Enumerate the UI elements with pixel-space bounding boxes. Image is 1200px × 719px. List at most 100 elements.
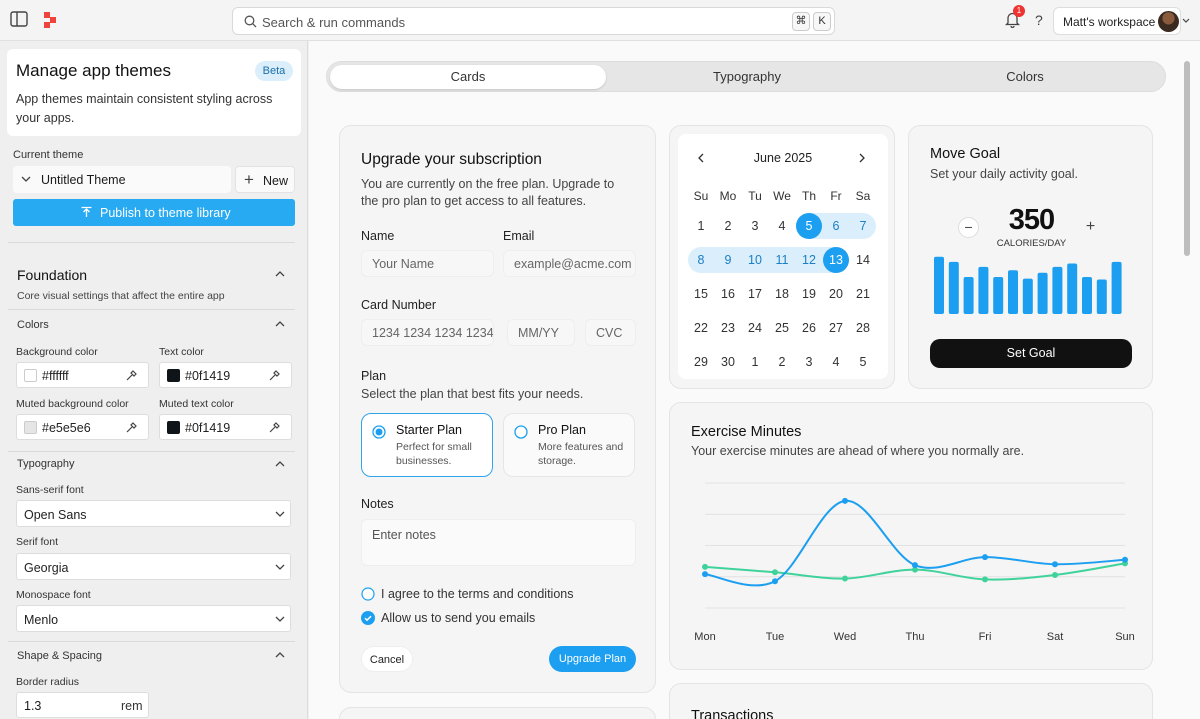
calendar-day[interactable]: 12 bbox=[802, 253, 816, 267]
email-input[interactable]: example@acme.com bbox=[503, 250, 636, 277]
calendar-month: June 2025 bbox=[753, 151, 813, 165]
data-point[interactable] bbox=[1122, 556, 1128, 563]
increase-goal-button[interactable]: + bbox=[1085, 218, 1096, 235]
calendar-day[interactable]: 4 bbox=[778, 219, 786, 233]
starter-plan-option[interactable]: Starter Plan Perfect for small businesse… bbox=[361, 413, 493, 477]
card-number-input[interactable]: 1234 1234 1234 1234 bbox=[361, 319, 494, 346]
calendar-day[interactable]: 20 bbox=[829, 287, 843, 301]
command-search-input[interactable]: Search & run commands ⌘ K bbox=[232, 7, 835, 35]
calendar-day[interactable]: 5 bbox=[796, 213, 822, 239]
eyedropper-icon[interactable] bbox=[125, 369, 138, 382]
calendar-day[interactable]: 29 bbox=[694, 355, 708, 369]
calendar-day[interactable]: 7 bbox=[859, 219, 867, 233]
background-color-input[interactable]: #ffffff bbox=[16, 362, 149, 388]
cvc-input[interactable]: CVC bbox=[585, 319, 636, 346]
publish-theme-button[interactable]: Publish to theme library bbox=[13, 199, 295, 226]
data-point[interactable] bbox=[982, 576, 988, 583]
data-point[interactable] bbox=[842, 497, 848, 504]
collapse-foundation-icon[interactable] bbox=[275, 271, 285, 277]
calendar-day[interactable]: 1 bbox=[751, 355, 759, 369]
eyedropper-icon[interactable] bbox=[125, 421, 138, 434]
notes-textarea[interactable]: Enter notes bbox=[361, 519, 636, 566]
serif-font-select[interactable]: Georgia bbox=[16, 553, 291, 580]
scrollbar[interactable] bbox=[1184, 61, 1190, 256]
data-point[interactable] bbox=[912, 562, 918, 569]
terms-checkbox[interactable] bbox=[361, 587, 375, 601]
data-point[interactable] bbox=[772, 578, 778, 585]
current-theme-select[interactable]: Untitled Theme bbox=[13, 166, 231, 193]
eyedropper-icon[interactable] bbox=[268, 421, 281, 434]
calendar-day[interactable]: 30 bbox=[721, 355, 735, 369]
calendar-day[interactable]: 17 bbox=[748, 287, 762, 301]
calendar-day[interactable]: 10 bbox=[748, 253, 762, 267]
tab-typography[interactable]: Typography bbox=[713, 69, 781, 84]
name-input[interactable]: Your Name bbox=[361, 250, 494, 277]
pro-plan-option[interactable]: Pro Plan More features and storage. bbox=[503, 413, 635, 477]
chevron-left-icon[interactable] bbox=[698, 153, 704, 163]
calendar-day[interactable]: 14 bbox=[856, 253, 870, 267]
calendar-day[interactable]: 2 bbox=[724, 219, 732, 233]
data-point[interactable] bbox=[842, 575, 848, 582]
calendar-day[interactable]: 21 bbox=[856, 287, 870, 301]
chevron-down-icon[interactable] bbox=[1182, 18, 1190, 23]
app-logo-icon[interactable] bbox=[41, 11, 59, 29]
data-point[interactable] bbox=[1052, 571, 1058, 578]
expiry-placeholder: MM/YY bbox=[518, 326, 559, 340]
tab-cards[interactable]: Cards bbox=[330, 65, 606, 89]
goal-bar bbox=[948, 261, 959, 314]
calendar-day[interactable]: 24 bbox=[748, 321, 762, 335]
expiry-input[interactable]: MM/YY bbox=[507, 319, 575, 346]
calendar-day[interactable]: 19 bbox=[802, 287, 816, 301]
calendar-day[interactable]: 13 bbox=[823, 247, 849, 273]
calendar-day[interactable]: 2 bbox=[778, 355, 786, 369]
set-goal-button[interactable]: Set Goal bbox=[930, 339, 1132, 368]
help-icon[interactable]: ? bbox=[1035, 12, 1043, 28]
collapse-typography-icon[interactable] bbox=[275, 461, 285, 467]
data-point[interactable] bbox=[702, 563, 708, 570]
upgrade-plan-button[interactable]: Upgrade Plan bbox=[549, 646, 636, 672]
tab-colors[interactable]: Colors bbox=[1006, 69, 1044, 84]
calendar-day[interactable]: 18 bbox=[775, 287, 789, 301]
calendar-day[interactable]: 23 bbox=[721, 321, 735, 335]
border-radius-input[interactable]: 1.3 rem bbox=[16, 692, 149, 718]
calendar-day[interactable]: 27 bbox=[829, 321, 843, 335]
muted-text-color-input[interactable]: #0f1419 bbox=[159, 414, 292, 440]
data-point[interactable] bbox=[982, 554, 988, 561]
collapse-shape-icon[interactable] bbox=[275, 652, 285, 658]
calendar-day[interactable]: 22 bbox=[694, 321, 708, 335]
data-point[interactable] bbox=[1052, 561, 1058, 568]
calendar-day[interactable]: 28 bbox=[856, 321, 870, 335]
calendar-day[interactable]: 25 bbox=[775, 321, 789, 335]
calendar-day[interactable]: 16 bbox=[721, 287, 735, 301]
serif-font-label: Serif font bbox=[16, 536, 59, 548]
calendar-day[interactable]: 6 bbox=[832, 219, 840, 233]
calendar-day[interactable]: 3 bbox=[805, 355, 813, 369]
calendar-day[interactable]: 11 bbox=[775, 253, 789, 267]
calendar-day[interactable]: 1 bbox=[697, 219, 705, 233]
sidebar-toggle-icon[interactable] bbox=[10, 11, 28, 27]
muted-background-color-input[interactable]: #e5e5e6 bbox=[16, 414, 149, 440]
calendar-day[interactable]: 5 bbox=[859, 355, 867, 369]
sans-serif-font-select[interactable]: Open Sans bbox=[16, 500, 291, 527]
data-point[interactable] bbox=[772, 569, 778, 576]
data-point[interactable] bbox=[702, 571, 708, 578]
calendar-day[interactable]: 3 bbox=[751, 219, 759, 233]
new-theme-button[interactable]: + New bbox=[235, 166, 295, 193]
chevron-right-icon[interactable] bbox=[859, 153, 865, 163]
eyedropper-icon[interactable] bbox=[268, 369, 281, 382]
workspace-switcher[interactable]: Matt's workspace bbox=[1053, 7, 1181, 35]
cancel-button[interactable]: Cancel bbox=[361, 646, 413, 672]
calendar-day[interactable]: 15 bbox=[694, 287, 708, 301]
decrease-goal-button[interactable]: − bbox=[958, 217, 979, 238]
text-color-input[interactable]: #0f1419 bbox=[159, 362, 292, 388]
goal-value: 350 bbox=[1008, 204, 1055, 236]
emails-checkbox[interactable] bbox=[361, 611, 375, 625]
calendar-day[interactable]: 26 bbox=[802, 321, 816, 335]
data-point[interactable] bbox=[912, 566, 918, 573]
calendar-day[interactable]: 4 bbox=[832, 355, 840, 369]
notes-label: Notes bbox=[361, 497, 394, 511]
collapse-colors-icon[interactable] bbox=[275, 321, 285, 327]
calendar-day[interactable]: 9 bbox=[724, 253, 732, 267]
monospace-font-select[interactable]: Menlo bbox=[16, 605, 291, 632]
calendar-day[interactable]: 8 bbox=[697, 253, 705, 267]
